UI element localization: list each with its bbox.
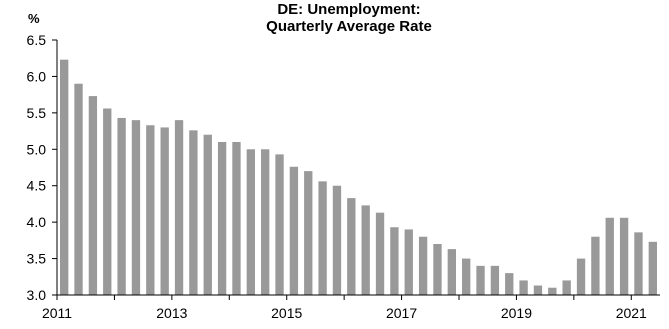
bar-2011Q1 — [60, 59, 69, 295]
bar-2011Q2 — [74, 83, 83, 296]
bar-2013Q3 — [203, 134, 212, 295]
bar-2011Q4 — [103, 108, 112, 296]
bar-2019Q4 — [562, 280, 571, 295]
x-axis: 2011 2013 2015 2017 2019 2021 — [42, 294, 660, 321]
bar-2012Q3 — [146, 125, 155, 296]
bar-2020Q1 — [576, 258, 586, 295]
bar-2018Q1 — [462, 258, 471, 295]
y-tick-label: 3.0 — [27, 287, 47, 303]
bar-2011Q3 — [88, 96, 98, 295]
x-tick-label: 2011 — [42, 305, 72, 321]
chart-title-line2: Quarterly Average Rate — [266, 18, 432, 35]
bar-2021Q2 — [648, 241, 657, 295]
bar-2012Q4 — [160, 127, 169, 296]
bar-2016Q1 — [347, 198, 356, 295]
bar-2018Q3 — [490, 265, 500, 295]
y-tick-label: 6.5 — [27, 32, 47, 48]
y-tick-label: 4.0 — [27, 214, 47, 230]
bar-2015Q1 — [289, 166, 299, 295]
bar-2015Q2 — [304, 171, 313, 295]
bar-2012Q2 — [131, 120, 141, 295]
bar-2013Q1 — [174, 120, 184, 295]
bar-2014Q4 — [275, 154, 284, 295]
bar-2016Q4 — [390, 227, 399, 295]
bar-2018Q4 — [505, 273, 514, 295]
bar-2020Q4 — [619, 217, 629, 295]
y-tick-label: 4.5 — [27, 178, 47, 194]
bar-2013Q4 — [217, 142, 227, 295]
bar-2017Q2 — [418, 236, 428, 295]
y-tick-label: 3.5 — [27, 251, 47, 267]
y-tick-label: 5.0 — [27, 141, 47, 157]
bar-2019Q1 — [519, 280, 528, 295]
x-tick-label: 2013 — [156, 305, 187, 321]
bar-2021Q1 — [634, 232, 643, 295]
bars-group — [60, 59, 657, 296]
bar-2017Q3 — [433, 244, 442, 295]
bar-2015Q3 — [318, 181, 327, 295]
bar-2019Q3 — [548, 287, 557, 295]
chart-title-line1: DE: Unemployment: — [277, 1, 420, 18]
bar-2016Q2 — [361, 205, 370, 295]
y-tick-label: 5.5 — [27, 105, 47, 121]
y-axis: 3.0 3.5 4.0 4.5 5.0 5.5 6.0 6.5 — [27, 32, 58, 303]
x-tick-label: 2015 — [271, 305, 302, 321]
bar-2018Q2 — [476, 265, 485, 295]
y-unit-label: % — [28, 11, 40, 26]
bar-2016Q3 — [375, 212, 385, 295]
y-tick-label: 6.0 — [27, 68, 47, 84]
bar-2013Q2 — [189, 130, 198, 295]
bar-2014Q3 — [261, 149, 270, 295]
bar-2015Q4 — [332, 185, 342, 295]
x-tick-label: 2021 — [616, 305, 647, 321]
x-tick-label: 2017 — [386, 305, 417, 321]
bar-2020Q3 — [605, 217, 614, 295]
bar-2017Q1 — [404, 229, 413, 295]
bar-2012Q1 — [117, 117, 126, 296]
bar-2020Q2 — [591, 236, 600, 295]
bar-2017Q4 — [447, 249, 456, 295]
x-tick-label: 2019 — [501, 305, 532, 321]
bar-2014Q1 — [232, 142, 241, 295]
bar-2014Q2 — [246, 149, 255, 295]
bar-2019Q2 — [533, 285, 543, 295]
